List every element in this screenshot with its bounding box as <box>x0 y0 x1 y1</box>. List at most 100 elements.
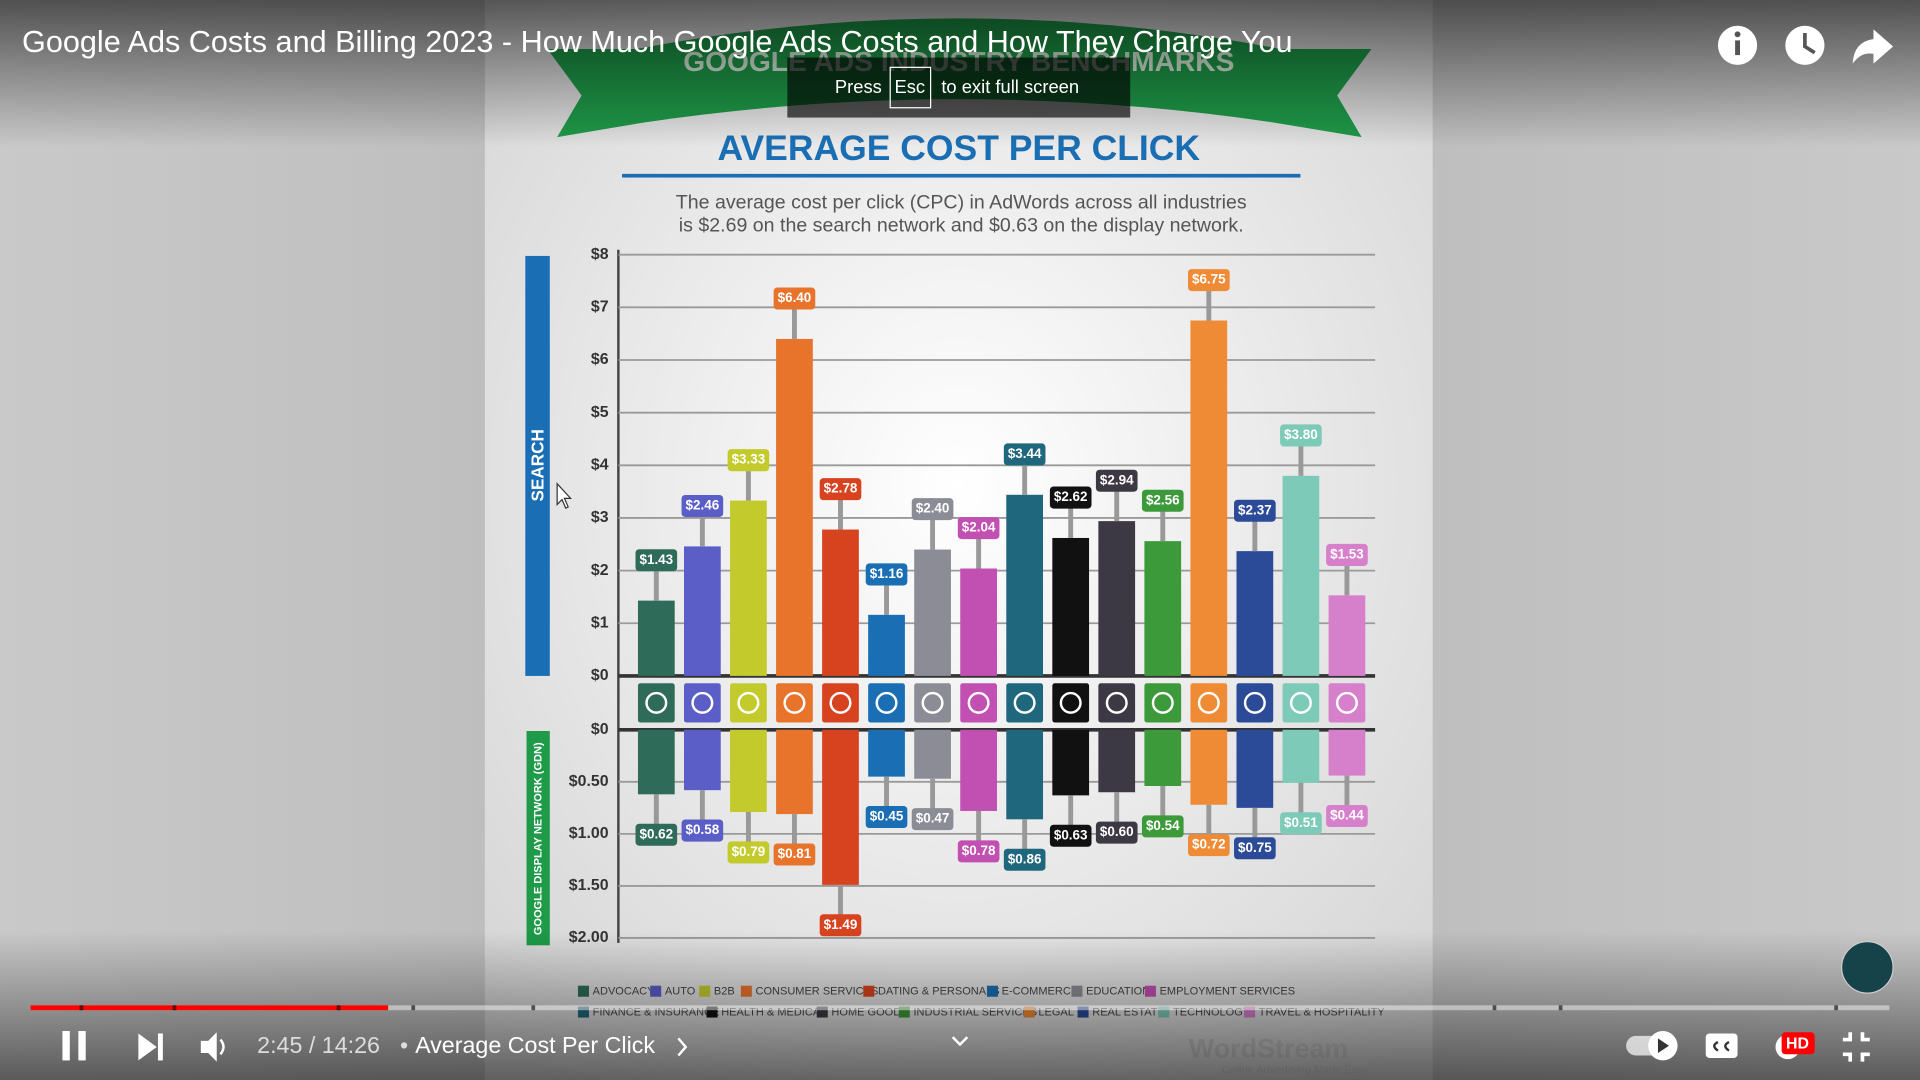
search-bar <box>822 529 859 676</box>
y-tick-label: $1 <box>591 614 609 631</box>
industry-icon-glyph <box>967 691 990 714</box>
value-label: $0.54 <box>1146 818 1180 833</box>
speaker-wave <box>219 1038 225 1056</box>
quality-text: HD <box>1786 1036 1809 1053</box>
industry-icon <box>730 683 767 723</box>
display-bar <box>868 729 905 777</box>
progress-played <box>30 1005 389 1011</box>
y-tick-label: $0 <box>591 667 609 684</box>
volume-button[interactable] <box>200 1032 225 1062</box>
value-tag <box>911 808 954 831</box>
expand-chevron[interactable] <box>951 1036 969 1047</box>
search-bar <box>730 500 767 676</box>
time-display: 2:45 / 14:26 <box>257 1032 380 1058</box>
value-label: $0.60 <box>1100 824 1134 839</box>
value-tag <box>681 494 724 518</box>
autoplay-toggle[interactable] <box>1626 1031 1678 1061</box>
chapter-gap <box>336 1005 341 1011</box>
display-bar <box>1006 729 1044 820</box>
y-tick-label: $0.50 <box>569 773 609 790</box>
search-bar <box>684 546 721 676</box>
industry-icon <box>1328 683 1366 723</box>
value-tag <box>681 819 724 842</box>
industry-icon-glyph <box>829 691 852 714</box>
info-icon-stem <box>1735 40 1740 56</box>
value-label: $2.37 <box>1238 502 1272 517</box>
search-band <box>525 255 550 676</box>
value-tag <box>865 806 908 829</box>
display-bar <box>914 729 951 779</box>
settings-button[interactable]: HD <box>1775 1032 1815 1060</box>
chapter-chevron[interactable] <box>677 1037 688 1057</box>
title-underline <box>622 173 1301 178</box>
video-title[interactable]: Google Ads Costs and Billing 2023 - How … <box>22 25 1292 59</box>
hint-text: Press <box>835 76 882 97</box>
industry-icon <box>1282 683 1320 723</box>
y-tick-label: $7 <box>591 299 609 316</box>
channel-watermark[interactable] <box>1841 941 1894 994</box>
industry-icon <box>960 683 997 723</box>
value-label: $2.94 <box>1100 472 1134 487</box>
value-label: $2.78 <box>824 481 858 496</box>
value-tag <box>957 840 1000 863</box>
industry-icon-glyph <box>1243 691 1266 714</box>
y-tick-label: $4 <box>591 457 609 474</box>
display-bar <box>776 729 813 815</box>
pause-button[interactable] <box>62 1031 86 1061</box>
value-label: $0.63 <box>1054 827 1088 842</box>
value-label: $0.75 <box>1238 840 1272 855</box>
exit-fullscreen-button[interactable] <box>1842 1032 1870 1062</box>
industry-icon-glyph <box>645 691 668 714</box>
value-label: $3.33 <box>732 452 766 467</box>
cc-icon[interactable] <box>1705 1033 1738 1058</box>
y-tick-label: $5 <box>591 404 609 421</box>
industry-icon <box>1052 683 1090 723</box>
next-button[interactable] <box>138 1033 163 1061</box>
value-label: $0.79 <box>732 844 766 859</box>
display-band <box>526 731 550 946</box>
value-tag <box>635 823 678 846</box>
watch-later-button[interactable] <box>1785 25 1825 65</box>
value-label: $3.44 <box>1008 446 1042 461</box>
value-label: $0.51 <box>1284 815 1318 830</box>
next-bar[interactable] <box>157 1033 163 1061</box>
value-tag <box>911 498 954 521</box>
search-bar <box>1236 551 1274 676</box>
display-bar <box>1098 729 1136 793</box>
progress-bar[interactable] <box>30 1005 1890 1011</box>
value-label: $6.40 <box>778 290 812 305</box>
value-label: $1.53 <box>1330 547 1364 562</box>
industry-icon <box>1236 683 1274 723</box>
search-bar <box>637 600 675 676</box>
value-tag <box>1003 848 1046 871</box>
display-bar <box>1190 729 1228 805</box>
search-bar <box>1006 494 1044 676</box>
value-tag <box>1234 499 1276 522</box>
pause-bar[interactable] <box>62 1031 70 1061</box>
pause-bar[interactable] <box>78 1031 86 1061</box>
progress-track[interactable] <box>30 1005 1890 1011</box>
industry-icon-glyph <box>1105 691 1128 714</box>
info-button[interactable] <box>1717 25 1758 65</box>
next-icon[interactable] <box>138 1033 157 1061</box>
chapter-title[interactable]: Average Cost Per Click <box>415 1032 655 1058</box>
value-label: $1.49 <box>824 917 858 932</box>
value-tag <box>1326 804 1368 828</box>
industry-icon-glyph <box>1289 691 1312 714</box>
value-label: $0.72 <box>1192 837 1226 852</box>
captions-button[interactable] <box>1705 1033 1738 1058</box>
value-label: $2.56 <box>1146 492 1180 507</box>
infographic-background <box>484 0 1433 1080</box>
value-label: $1.16 <box>870 566 904 581</box>
subtitle: is $2.69 on the search network and $0.63… <box>679 215 1244 237</box>
value-tag <box>773 843 816 866</box>
info-icon-dot <box>1734 31 1741 38</box>
share-button[interactable] <box>1852 29 1894 64</box>
speaker-icon[interactable] <box>200 1032 217 1062</box>
chapter-gap <box>172 1005 177 1011</box>
value-tag <box>1280 424 1322 447</box>
y-tick-label: $1.50 <box>569 877 609 894</box>
